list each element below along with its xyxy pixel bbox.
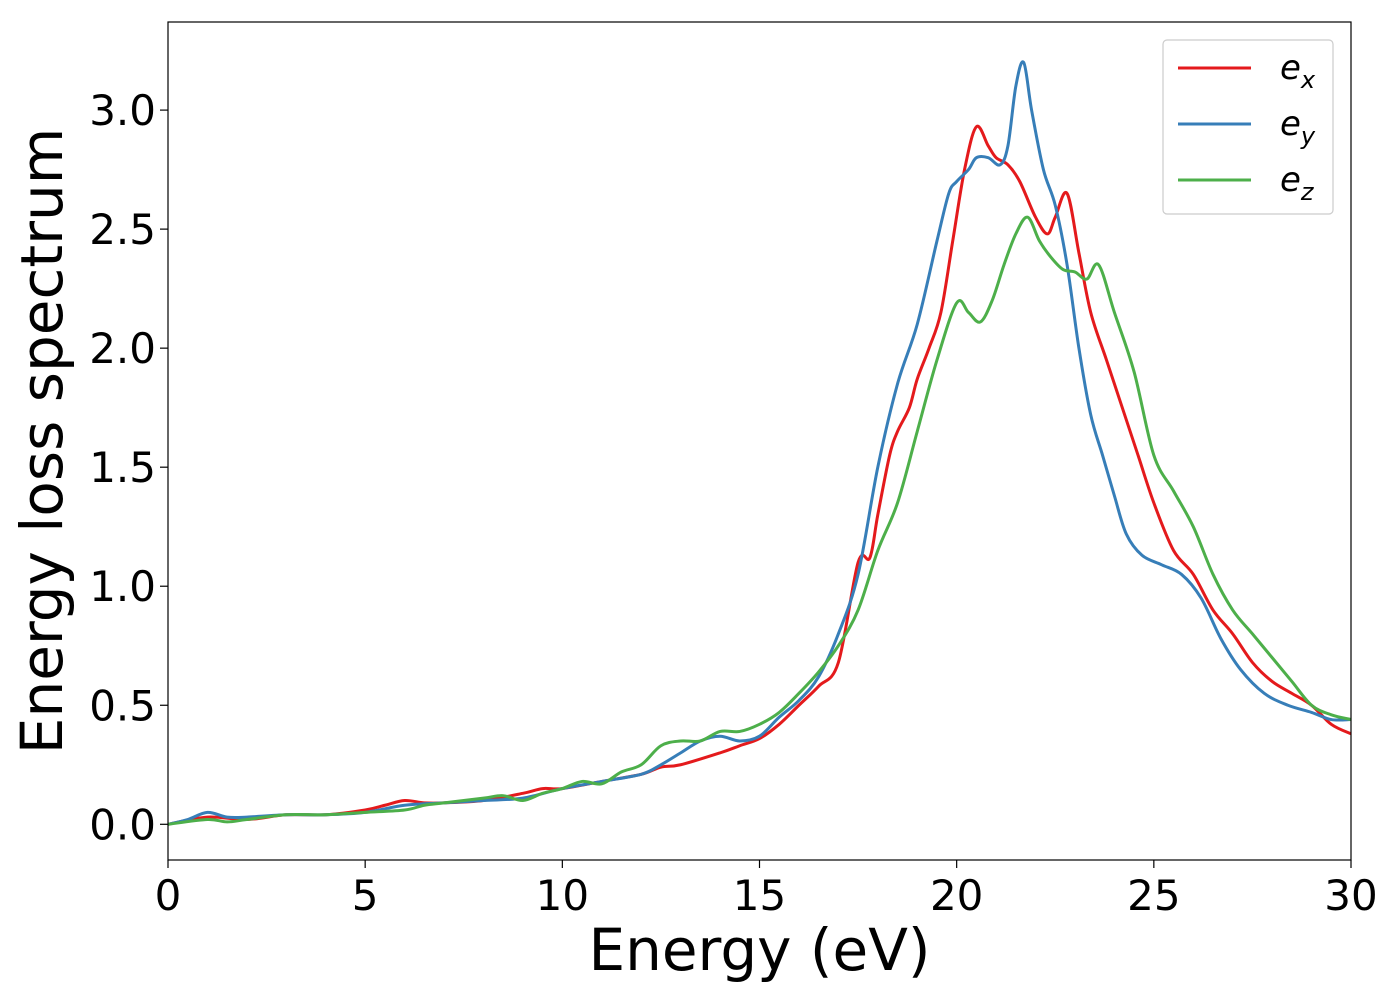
ticks-layer: 0 5 10 15 20 25 30 0.0 0.5 1.0 1.5 2.0 2.5 3.0 bbox=[89, 86, 1378, 920]
y-tick-label: 1.5 bbox=[89, 443, 156, 492]
series-line-e-z bbox=[168, 215, 1351, 826]
y-tick-label: 1.0 bbox=[89, 562, 156, 611]
x-tick-label: 0 bbox=[155, 871, 182, 920]
y-axis-label: Energy loss spectrum bbox=[8, 128, 76, 754]
x-tick-label: 5 bbox=[352, 871, 379, 920]
x-tick-label: 10 bbox=[536, 871, 589, 920]
legend-box bbox=[1162, 39, 1334, 215]
y-tick-label: 0.5 bbox=[89, 681, 156, 730]
x-tick-label: 20 bbox=[930, 871, 983, 920]
y-tick-label: 3.0 bbox=[89, 86, 156, 135]
series-line-e-y bbox=[168, 60, 1351, 826]
x-tick-label: 25 bbox=[1127, 871, 1180, 920]
y-tick-label: 2.5 bbox=[89, 205, 156, 254]
series-line-e-x bbox=[168, 124, 1351, 826]
series-layer bbox=[168, 60, 1351, 826]
x-axis-label: Energy (eV) bbox=[588, 916, 930, 984]
x-tick-label: 15 bbox=[733, 871, 786, 920]
x-tick-label: 30 bbox=[1324, 871, 1377, 920]
y-tick-label: 0.0 bbox=[89, 800, 156, 849]
y-tick-label: 2.0 bbox=[89, 324, 156, 373]
